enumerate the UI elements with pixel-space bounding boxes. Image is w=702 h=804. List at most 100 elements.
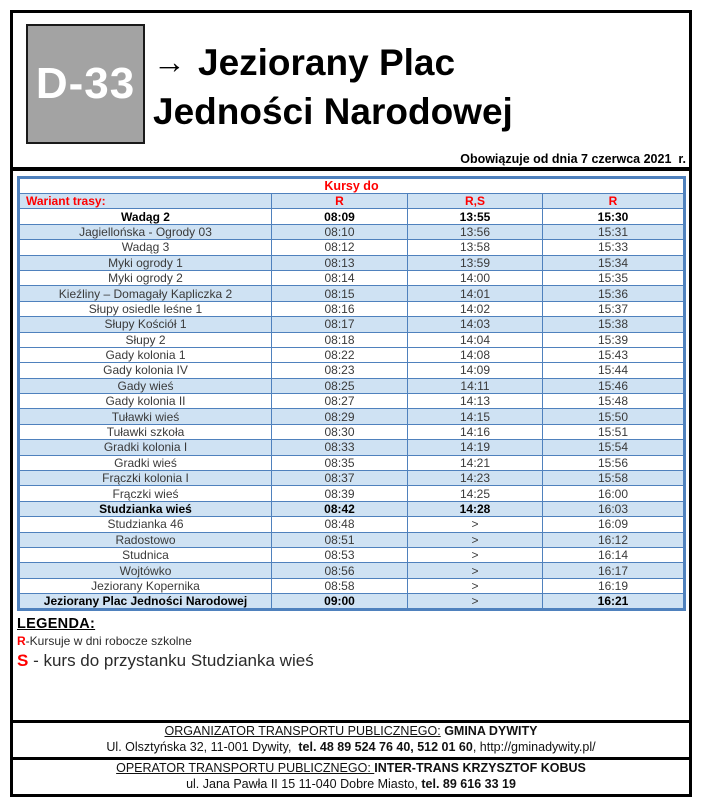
time-cell: > [407,577,543,595]
organizer-phone: tel. 48 89 524 76 40, 512 01 60 [298,739,473,754]
route-title: → Jeziorany Plac Jedności Narodowej [153,37,513,136]
time-cell: 08:25 [271,377,408,395]
time-cell: 16:21 [542,593,685,611]
time-cell: 15:31 [542,223,685,241]
time-cell: 08:35 [271,454,408,472]
table-row: Jeziorany Plac Jedności Narodowej 09:00 >1… [18,593,685,611]
table-row: Frączki wieś 08:39 14:25 16:00 [18,485,685,502]
right-arrow-icon: → [153,43,186,80]
operator-phone: tel. 89 616 33 19 [421,776,516,791]
organizer-label: ORGANIZATOR TRANSPORTU PUBLICZNEGO: [164,724,441,738]
time-cell: 08:53 [271,546,408,564]
time-cell: 08:30 [271,423,408,441]
operator-address: ul. Jana Pawła II 15 11-040 Dobre Miasto… [186,776,422,791]
time-cell: 08:48 [271,516,408,533]
stop-name: Gradki wieś [18,454,272,472]
time-cell: 08:09 [271,208,408,225]
time-cell: 08:23 [271,362,408,379]
table-row: Tuławki wieś 08:29 14:15 15:50 [18,408,685,425]
table-row: Myki ogrody 2 08:14 14:00 15:35 [18,269,685,287]
timetable-body: Wadąg 2 08:09 13:55 15:30 Jagiellońska - Ogr… [18,208,685,611]
table-row: Słupy osiedle leśne 1 08:16 14:02 15:37 [18,300,685,318]
stop-name: Myki ogrody 1 [18,254,272,271]
stop-name: Gady wieś [18,377,272,395]
legend-text-s: - kurs do przystanku Studzianka wieś [28,651,314,671]
time-cell: 16:12 [542,531,685,548]
time-cell: 14:04 [407,331,543,348]
stop-name: Studzianka wieś [18,500,272,518]
time-cell: 15:58 [542,470,685,487]
stop-name: Wadąg 3 [18,239,272,256]
table-row: Studzianka 46 08:48 >16:09 [18,516,685,533]
table-row: Frączki kolonia I 08:37 14:23 15:58 [18,470,685,487]
table-row: Studzianka wieś 08:42 14:28 16:03 [18,500,685,518]
table-row: Jeziorany Kopernika 08:58 >16:19 [18,577,685,595]
time-cell: 16:00 [542,485,685,502]
time-cell: 14:01 [407,285,543,302]
time-cell: 08:14 [271,269,408,287]
route-code: D-33 [35,59,136,108]
time-cell: 09:00 [271,593,408,611]
table-row: Kieźliny – Domagały Kapliczka 2 08:15 14:0… [18,285,685,302]
time-cell: 15:43 [542,346,685,364]
time-cell: 15:35 [542,269,685,287]
time-cell: 14:19 [407,439,543,456]
time-cell: 14:15 [407,408,543,425]
time-cell: 14:13 [407,393,543,410]
stop-name: Frączki kolonia I [18,470,272,487]
organizer-website: , http://gminadywity.pl/ [472,739,596,754]
time-cell: 13:58 [407,239,543,256]
stop-name: Gady kolonia IV [18,362,272,379]
stop-name: Tuławki szkoła [18,423,272,441]
stop-name: Myki ogrody 2 [18,269,272,287]
time-cell: 08:51 [271,531,408,548]
time-cell: > [407,546,543,564]
time-cell: 14:25 [407,485,543,502]
route-title-line1: → Jeziorany Plac [153,37,513,87]
time-cell: 15:38 [542,316,685,333]
time-cell: 15:44 [542,362,685,379]
time-cell: 08:39 [271,485,408,502]
valid-from-date: Obowiązuje od dnia 7 czerwca 2021 r. [460,152,686,166]
stop-name: Studzianka 46 [18,516,272,533]
table-row: Radostowo 08:51 >16:12 [18,531,685,548]
table-row: Gady kolonia 1 08:22 14:08 15:43 [18,346,685,364]
legend-title: LEGENDA: [17,616,96,633]
header-section: D-33 → Jeziorany Plac Jedności Narodowej … [13,13,689,171]
legend-section: LEGENDA: R-Kursuje w dni robocze szkolne… [13,611,689,720]
time-cell: 08:16 [271,300,408,318]
time-cell: > [407,531,543,548]
legend-symbol-s: S [17,651,29,671]
stop-name: Słupy osiedle leśne 1 [18,300,272,318]
time-cell: 16:09 [542,516,685,533]
time-cell: > [407,593,543,611]
legend-symbol-r: R [17,634,26,649]
organizer-address: Ul. Olsztyńska 32, 11-001 Dywity, [106,739,299,754]
kursy-do-header: Kursy do [18,177,685,194]
time-cell: 15:34 [542,254,685,271]
time-cell: 08:27 [271,393,408,410]
stop-name: Kieźliny – Domagały Kapliczka 2 [18,285,272,302]
time-cell: 15:39 [542,331,685,348]
time-cell: 14:03 [407,316,543,333]
table-row: Gradki kolonia I 08:33 14:19 15:54 [18,439,685,456]
table-row: Wojtówko 08:56 >16:17 [18,562,685,579]
time-cell: > [407,516,543,533]
operator-title-line: OPERATOR TRANSPORTU PUBLICZNEGO: INTER-T… [13,761,689,777]
table-row: Gady kolonia IV 08:23 14:09 15:44 [18,362,685,379]
stop-name: Tuławki wieś [18,408,272,425]
time-cell: 14:23 [407,470,543,487]
operator-address-line: ul. Jana Pawła II 15 11-040 Dobre Miasto… [13,777,689,793]
time-cell: 14:02 [407,300,543,318]
variant-header-row: Wariant trasy: R R,S R [18,192,685,210]
time-cell: 16:03 [542,500,685,518]
time-cell: 15:48 [542,393,685,410]
time-cell: 08:12 [271,239,408,256]
time-cell: 15:54 [542,439,685,456]
time-cell: 14:08 [407,346,543,364]
stop-name: Wadąg 2 [18,208,272,225]
table-row: Gradki wieś 08:35 14:21 15:56 [18,454,685,472]
time-cell: 14:21 [407,454,543,472]
time-cell: 08:58 [271,577,408,595]
